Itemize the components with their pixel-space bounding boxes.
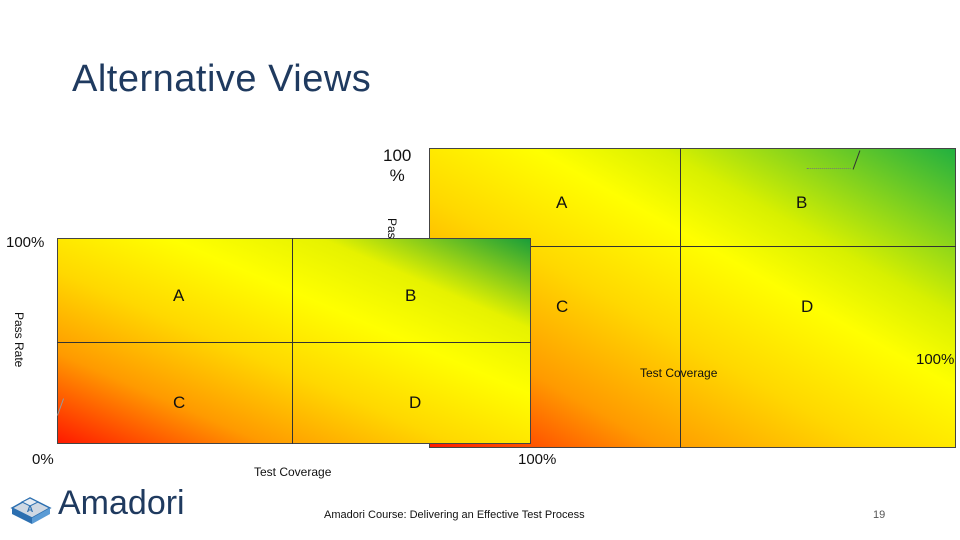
back-y-axis-label: Pass Rate (385, 218, 399, 238)
front-quadrant-d: D (409, 393, 422, 412)
back-x-right-label: 100% (916, 351, 955, 368)
front-quadrant-a: A (173, 286, 185, 305)
front-x-right-label: 100% (518, 451, 557, 468)
slide-title: Alternative Views (72, 58, 372, 100)
front-origin-label: 0% (32, 451, 54, 468)
back-y-top-label: 100 % (383, 146, 412, 185)
front-grid-horizontal-divider (57, 342, 531, 343)
back-x-axis-label: Test Coverage (640, 366, 718, 380)
svg-text:A: A (27, 504, 34, 514)
footer-course-title: Amadori Course: Delivering an Effective … (324, 509, 585, 521)
front-y-top-label: 100% (6, 234, 45, 251)
page-number: 19 (873, 509, 886, 521)
front-quadrant-b: B (405, 286, 417, 305)
front-quadrant-c: C (173, 393, 186, 412)
back-grid-horizontal-divider (429, 246, 956, 247)
back-quadrant-b: B (796, 193, 808, 212)
back-grid-vertical-divider (680, 148, 681, 448)
front-y-axis-label: Pass Rate (12, 312, 26, 368)
back-quadrant-d: D (801, 297, 814, 316)
amadori-logo-icon: A (8, 486, 54, 526)
front-grid-vertical-divider (292, 238, 293, 444)
back-quadrant-a: A (556, 193, 568, 212)
back-grid-annotation-mark (806, 150, 858, 169)
amadori-logo-text: Amadori (58, 484, 185, 522)
back-quadrant-c: C (556, 297, 569, 316)
front-x-axis-label: Test Coverage (254, 465, 332, 479)
front-quadrant-grid (57, 238, 531, 444)
